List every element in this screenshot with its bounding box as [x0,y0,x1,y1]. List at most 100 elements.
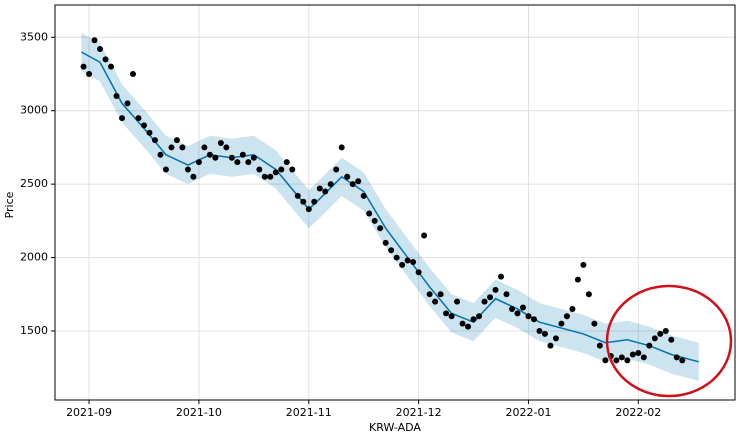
uncertainty-band [81,32,699,381]
data-point [162,166,169,173]
data-point [404,257,411,264]
data-point [635,350,642,357]
x-tick-label: 2021-09 [66,406,112,419]
data-point [184,166,191,173]
data-point [651,335,658,342]
data-point [140,122,147,129]
data-point [129,71,136,78]
data-point [624,357,631,364]
data-point [596,342,603,349]
data-point [487,294,494,301]
highlight-circle [605,284,733,398]
data-point [97,46,104,53]
data-point [640,354,647,361]
x-tick-label: 2021-10 [176,406,222,419]
data-point [300,198,307,205]
data-point [355,178,362,185]
data-point [157,151,164,158]
y-tick-label: 2000 [20,251,48,264]
data-point [399,261,406,268]
data-point [437,291,444,298]
data-point [146,129,153,136]
data-point [481,298,488,305]
data-point [360,192,367,199]
data-point [124,100,131,107]
data-point [574,276,581,283]
data-point [371,217,378,224]
data-point [173,137,180,144]
data-point [388,247,395,254]
data-point [377,225,384,232]
data-point [179,144,186,151]
data-point [432,298,439,305]
data-point [201,144,208,151]
data-point [234,159,241,166]
data-point [195,159,202,166]
data-point [514,310,521,317]
data-point [618,354,625,361]
data-point [382,239,389,246]
data-point [327,181,334,188]
data-point [135,115,142,122]
data-point [333,166,340,173]
data-point [250,154,257,161]
data-point [569,305,576,312]
data-point [602,357,609,364]
data-point [311,198,318,205]
x-tick-label: 2022-02 [615,406,661,419]
data-point [585,291,592,298]
data-point [668,336,675,343]
data-point [443,310,450,317]
data-point [426,291,433,298]
data-point [613,357,620,364]
data-point [239,151,246,158]
data-point [338,144,345,151]
data-point [256,166,263,173]
data-point [119,115,126,122]
forecast-line [81,51,699,363]
data-point [278,166,285,173]
data-point [294,192,301,199]
y-axis-label: Price [3,191,16,218]
y-tick-label: 3500 [20,30,48,43]
data-point [536,327,543,334]
data-point [657,330,664,337]
data-point [108,63,115,70]
data-point [421,232,428,239]
data-point [646,342,653,349]
data-point [272,169,279,176]
data-point [498,273,505,280]
data-point [679,357,686,364]
data-point [448,313,455,320]
data-point [366,210,373,217]
x-tick-label: 2022-01 [505,406,551,419]
data-point [558,320,565,327]
y-tick-label: 2500 [20,177,48,190]
data-point [228,154,235,161]
data-point [91,37,98,44]
data-point [261,173,268,180]
data-point [190,173,197,180]
data-point [349,181,356,188]
data-point [541,330,548,337]
x-tick-label: 2021-12 [396,406,442,419]
data-point [212,154,219,161]
data-point [454,298,461,305]
data-point [289,166,296,173]
data-point [206,151,213,158]
data-point [492,286,499,293]
data-point [217,140,224,147]
data-point [322,188,329,195]
data-point [476,313,483,320]
plot-frame [54,4,736,401]
data-point [305,206,312,213]
data-point [415,269,422,276]
data-point [393,254,400,261]
data-point [629,351,636,358]
data-point [316,185,323,192]
data-point [525,313,532,320]
y-tick-label: 1500 [20,324,48,337]
data-point [591,320,598,327]
data-point [245,159,252,166]
